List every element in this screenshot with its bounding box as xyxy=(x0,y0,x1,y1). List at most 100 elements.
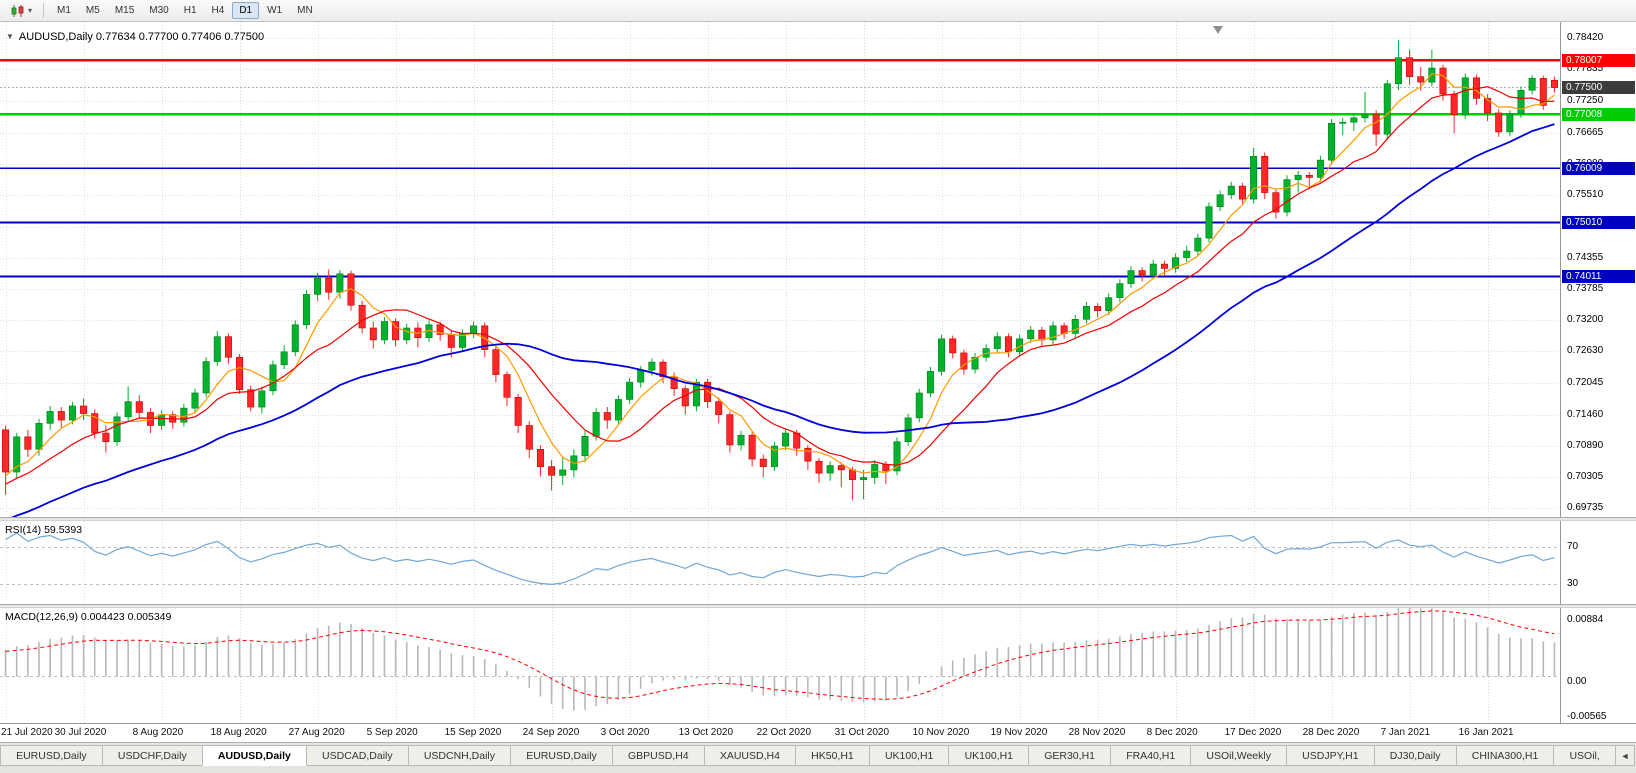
chart-tab-usoil-[interactable]: USOil, xyxy=(1553,745,1616,766)
candle xyxy=(804,444,812,470)
candle xyxy=(13,433,21,479)
panel-separator[interactable] xyxy=(0,517,1636,521)
chart-tab-hk50-h1[interactable]: HK50,H1 xyxy=(795,745,870,766)
candle xyxy=(1461,73,1469,119)
chart-tab-ger30-h1[interactable]: GER30,H1 xyxy=(1028,745,1112,766)
candle xyxy=(1049,321,1057,345)
candle xyxy=(280,345,288,370)
rsi-panel[interactable]: RSI(14) 59.5393 xyxy=(0,521,1560,604)
hline-price-tag[interactable]: 0.76009 xyxy=(1562,161,1635,175)
candle xyxy=(68,401,76,425)
hline-price-tag[interactable]: 0.78007 xyxy=(1562,53,1635,67)
candle xyxy=(1506,110,1514,137)
candle xyxy=(1550,76,1558,93)
candle xyxy=(1361,91,1369,123)
candle xyxy=(715,397,723,424)
date-label: 15 Sep 2020 xyxy=(444,727,502,738)
timeframe-button-d1[interactable]: D1 xyxy=(232,2,260,19)
chart-type-icon[interactable]: ▾ xyxy=(5,2,37,20)
chart-tab-xauusd-h4[interactable]: XAUUSD,H4 xyxy=(703,745,797,766)
price-tick-label: 0.74355 xyxy=(1567,251,1604,263)
collapse-arrow-icon[interactable]: ▼ xyxy=(6,32,14,41)
candle xyxy=(848,466,856,501)
timeframe-button-m5[interactable]: M5 xyxy=(85,5,100,16)
candle xyxy=(503,371,511,406)
candle xyxy=(1004,333,1012,358)
timeframe-buttons: M1 M5 M15 M30 H1 H4 D1 W1 MN xyxy=(50,2,320,19)
chart-shift-marker[interactable] xyxy=(1213,26,1223,34)
chart-tab-usdjpy-h1[interactable]: USDJPY,H1 xyxy=(1286,745,1375,766)
main-chart[interactable]: ▼ AUDUSD,Daily 0.77634 0.77700 0.77406 0… xyxy=(0,22,1560,517)
chart-tab-dj30-daily[interactable]: DJ30,Daily xyxy=(1373,745,1457,766)
date-label: 5 Sep 2020 xyxy=(366,727,418,738)
panel-separator[interactable] xyxy=(0,604,1636,608)
chart-tab-usdcad-daily[interactable]: USDCAD,Daily xyxy=(305,745,409,766)
date-label: 3 Oct 2020 xyxy=(600,727,650,738)
price-tick-label: 0.70305 xyxy=(1567,471,1604,483)
candle xyxy=(1484,94,1492,122)
date-label: 22 Oct 2020 xyxy=(756,727,812,738)
chart-tab-usoil-weekly[interactable]: USOil,Weekly xyxy=(1190,745,1288,766)
chart-tab-china300-h1[interactable]: CHINA300,H1 xyxy=(1455,745,1555,766)
rsi-canvas[interactable] xyxy=(0,521,1560,604)
hline-price-tag[interactable]: 0.74011 xyxy=(1562,269,1635,283)
chart-tab-fra40-h1[interactable]: FRA40,H1 xyxy=(1110,745,1192,766)
macd-axis[interactable]: 0.00884 0.00 -0.00565 xyxy=(1560,608,1636,723)
chart-tab-uk100-h1[interactable]: UK100,H1 xyxy=(868,745,950,766)
candle xyxy=(726,411,734,453)
chart-tab-eurusd-daily[interactable]: EURUSD,Daily xyxy=(0,745,103,766)
candle xyxy=(971,352,979,374)
candle xyxy=(626,377,634,404)
timeframe-button-m30[interactable]: M30 xyxy=(149,5,169,16)
hline-price-tag[interactable]: 0.77008 xyxy=(1562,107,1635,121)
price-tick-label: 0.73200 xyxy=(1567,314,1604,326)
macd-panel[interactable]: MACD(12,26,9) 0.004423 0.005349 xyxy=(0,608,1560,723)
timeframe-toolbar: ▾ M1 M5 M15 M30 H1 H4 D1 W1 MN xyxy=(0,0,1636,22)
chart-tab-usdchf-daily[interactable]: USDCHF,Daily xyxy=(101,745,203,766)
date-label: 27 Aug 2020 xyxy=(288,727,345,738)
chart-title-row: ▼ AUDUSD,Daily 0.77634 0.77700 0.77406 0… xyxy=(6,31,264,43)
candle xyxy=(815,457,823,483)
candle xyxy=(80,398,88,421)
date-label: 30 Jul 2020 xyxy=(54,727,107,738)
candle xyxy=(202,357,210,398)
chart-tab-uk100-h1[interactable]: UK100,H1 xyxy=(948,745,1030,766)
candle xyxy=(1350,113,1358,131)
price-tick-label: 0.77835 xyxy=(1567,63,1604,75)
date-label: 16 Jan 2021 xyxy=(1458,727,1514,738)
timeframe-button-h1[interactable]: H1 xyxy=(183,5,197,16)
timeframe-button-h4[interactable]: H4 xyxy=(211,5,225,16)
candle xyxy=(759,454,767,478)
candle xyxy=(169,411,177,429)
chart-tab-audusd-daily[interactable]: AUDUSD,Daily xyxy=(201,745,307,766)
tabs-scroll-left-button[interactable]: ◄ xyxy=(1614,745,1635,766)
ma-line-5 xyxy=(5,73,1555,477)
candle xyxy=(938,334,946,376)
timeframe-button-mn[interactable]: MN xyxy=(297,5,313,16)
candle xyxy=(915,388,923,423)
chart-tab-gbpusd-h4[interactable]: GBPUSD,H4 xyxy=(611,745,705,766)
macd-axis-label: -0.00565 xyxy=(1567,711,1607,722)
rsi-axis[interactable]: 70 30 xyxy=(1560,521,1636,604)
candle xyxy=(1339,117,1347,136)
price-axis[interactable]: 0.784200.778350.772500.766650.760800.755… xyxy=(1560,22,1636,517)
hline-price-tag[interactable]: 0.75010 xyxy=(1562,215,1635,229)
candle xyxy=(269,360,277,396)
date-label: 8 Dec 2020 xyxy=(1146,727,1198,738)
chart-tab-eurusd-daily[interactable]: EURUSD,Daily xyxy=(510,745,613,766)
candle xyxy=(258,386,266,414)
timeframe-button-m1[interactable]: M1 xyxy=(57,5,71,16)
chart-tab-usdcnh-daily[interactable]: USDCNH,Daily xyxy=(407,745,512,766)
candle xyxy=(247,385,255,412)
main-chart-canvas[interactable] xyxy=(0,22,1560,517)
candles xyxy=(2,39,1558,501)
timeframe-button-w1[interactable]: W1 xyxy=(267,5,283,16)
candle xyxy=(414,322,422,348)
current-price-tag[interactable]: 0.77500 xyxy=(1562,81,1635,95)
candle xyxy=(1316,155,1324,182)
time-axis[interactable]: 21 Jul 2020 30 Jul 2020 8 Aug 2020 18 Aug 2… xyxy=(0,723,1636,742)
candle xyxy=(1261,152,1269,200)
macd-canvas[interactable] xyxy=(0,608,1560,723)
candle xyxy=(291,320,299,357)
timeframe-button-m15[interactable]: M15 xyxy=(114,5,135,16)
